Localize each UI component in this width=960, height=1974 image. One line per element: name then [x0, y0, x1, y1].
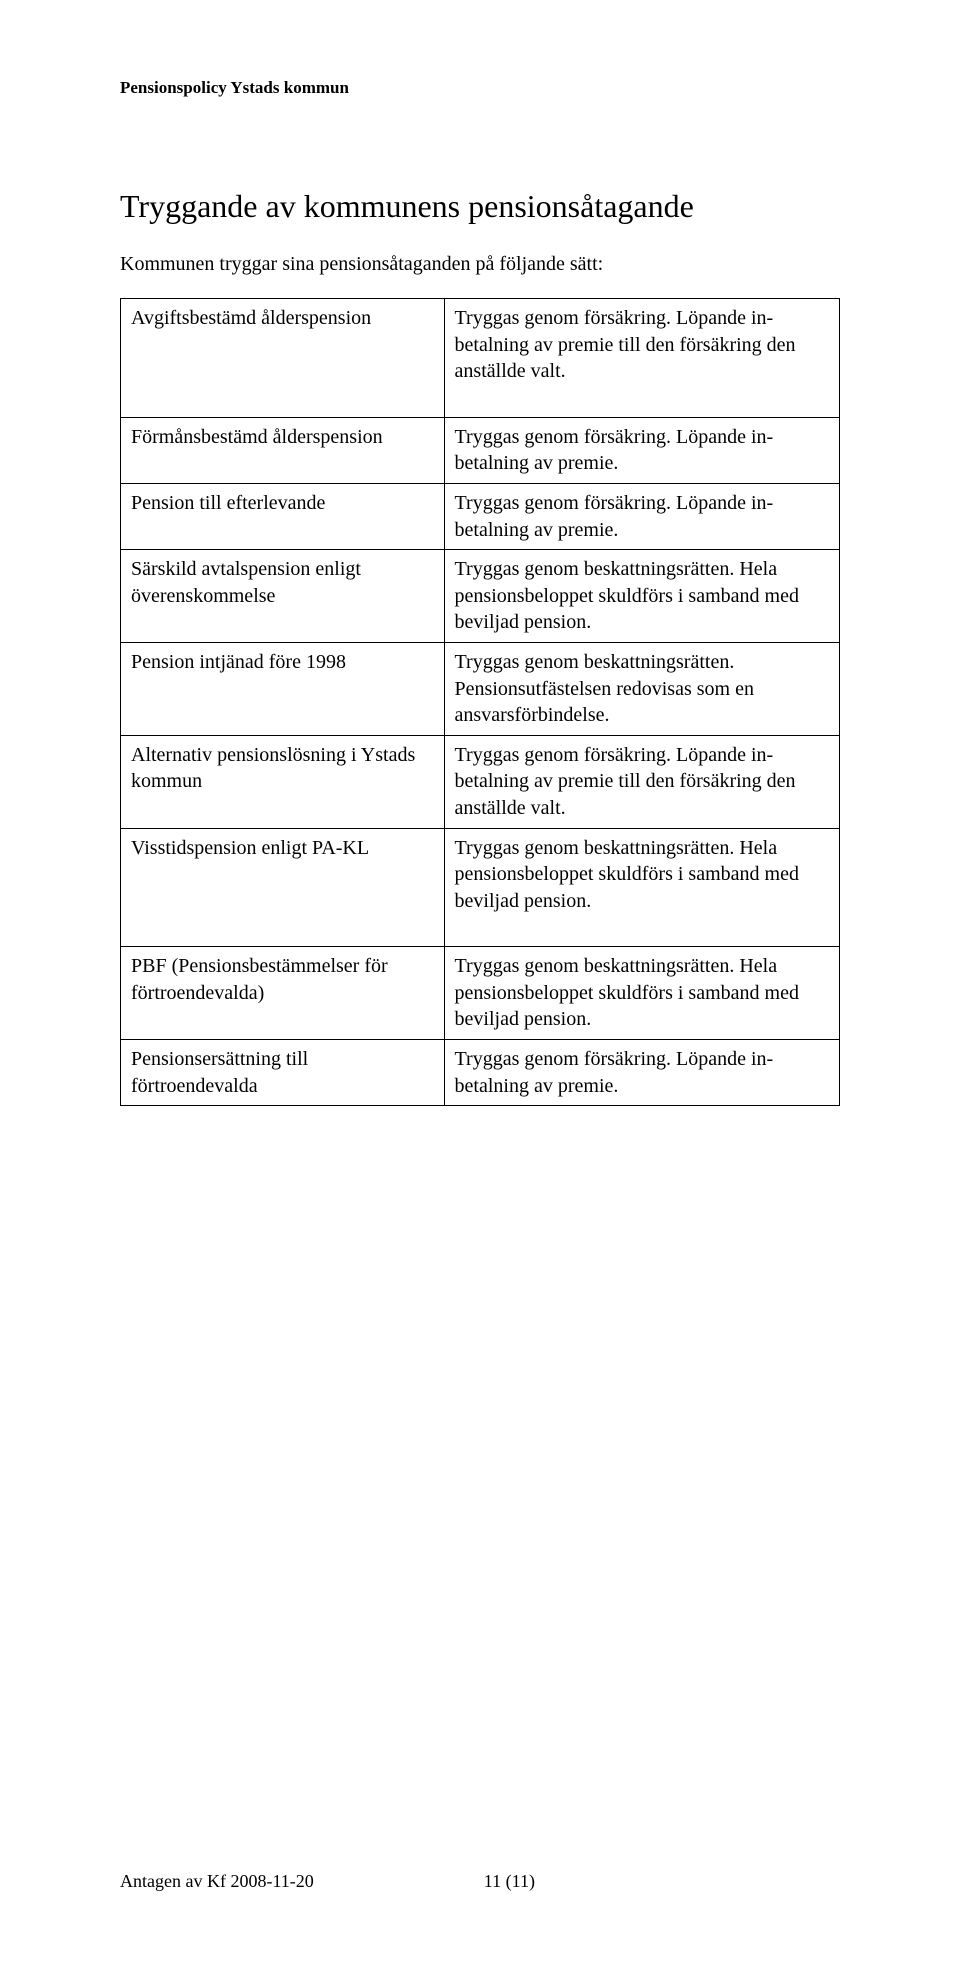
pension-type-cell: Särskild avtalspension enligt överenskom…: [121, 550, 445, 643]
page-footer: Antagen av Kf 2008-11-20 11 (11): [120, 1871, 840, 1892]
pension-detail-cell: Tryggas genom beskattningsrätten. Hela p…: [444, 550, 839, 643]
pension-type-cell: PBF (Pensionsbestämmelser för förtroende…: [121, 947, 445, 1040]
pension-detail-cell: Tryggas genom försäkring. Löpande in-bet…: [444, 417, 839, 483]
pension-detail-cell: Tryggas genom försäkring. Löpande in-bet…: [444, 735, 839, 828]
table-row: Pension till efterlevande Tryggas genom …: [121, 483, 840, 549]
page-header: Pensionspolicy Ystads kommun: [120, 78, 840, 98]
pension-type-cell: Alternativ pensionslösning i Ystads komm…: [121, 735, 445, 828]
pension-type-cell: Visstidspension enligt PA-KL: [121, 828, 445, 947]
pension-table: Avgiftsbestämd ålderspension Tryggas gen…: [120, 298, 840, 1106]
pension-detail-cell: Tryggas genom beskattningsrätten. Hela p…: [444, 947, 839, 1040]
section-title: Tryggande av kommunens pensionsåtagande: [120, 188, 840, 225]
table-row: Alternativ pensionslösning i Ystads komm…: [121, 735, 840, 828]
table-row: PBF (Pensionsbestämmelser för förtroende…: [121, 947, 840, 1040]
intro-text: Kommunen tryggar sina pensionsåtaganden …: [120, 253, 840, 276]
pension-detail-cell: Tryggas genom beskattningsrätten. Pensio…: [444, 642, 839, 735]
pension-detail-cell: Tryggas genom beskattningsrätten. Hela p…: [444, 828, 839, 947]
pension-type-cell: Pension till efterlevande: [121, 483, 445, 549]
pension-detail-cell: Tryggas genom försäkring. Löpande in-bet…: [444, 483, 839, 549]
table-row: Särskild avtalspension enligt överenskom…: [121, 550, 840, 643]
table-row: Pensionsersättning till förtroendevalda …: [121, 1040, 840, 1106]
pension-type-cell: Avgiftsbestämd ålderspension: [121, 299, 445, 418]
pension-detail-cell: Tryggas genom försäkring. Löpande in-bet…: [444, 1040, 839, 1106]
footer-adopted-date: Antagen av Kf 2008-11-20: [120, 1871, 314, 1892]
table-row: Förmånsbestämd ålderspension Tryggas gen…: [121, 417, 840, 483]
pension-type-cell: Pensionsersättning till förtroendevalda: [121, 1040, 445, 1106]
document-page: Pensionspolicy Ystads kommun Tryggande a…: [0, 0, 960, 1974]
pension-type-cell: Pension intjänad före 1998: [121, 642, 445, 735]
table-row: Visstidspension enligt PA-KL Tryggas gen…: [121, 828, 840, 947]
footer-page-number: 11 (11): [484, 1871, 535, 1892]
table-row: Avgiftsbestämd ålderspension Tryggas gen…: [121, 299, 840, 418]
pension-detail-cell: Tryggas genom försäkring. Löpande in-bet…: [444, 299, 839, 418]
table-row: Pension intjänad före 1998 Tryggas genom…: [121, 642, 840, 735]
pension-type-cell: Förmånsbestämd ålderspension: [121, 417, 445, 483]
